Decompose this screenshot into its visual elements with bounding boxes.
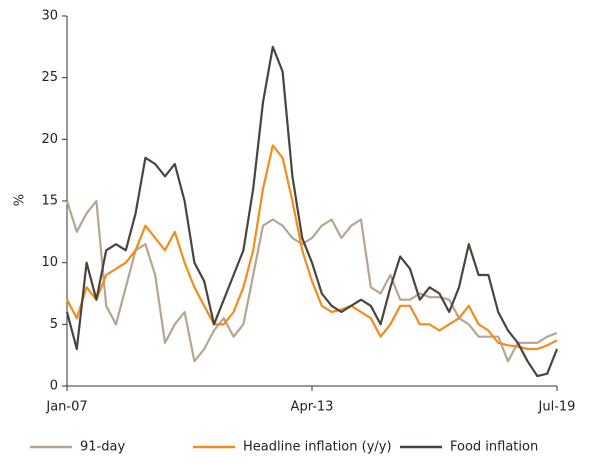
- y-tick-label: 25: [41, 70, 58, 85]
- y-tick-label: 10: [41, 255, 58, 270]
- legend-label: Food inflation: [450, 440, 538, 455]
- x-tick-label: Apr-13: [291, 400, 334, 415]
- line-series: [65, 45, 559, 378]
- y-tick-label: 20: [41, 132, 58, 147]
- y-tick-label: 0: [50, 379, 58, 394]
- line-series: [66, 144, 558, 351]
- x-tick-label: Jan-07: [45, 400, 87, 415]
- y-axis-label: %: [13, 194, 28, 206]
- y-tick-label: 30: [41, 9, 58, 24]
- line-series: [65, 199, 558, 363]
- y-tick-label: 15: [41, 194, 58, 209]
- y-tick-label: 5: [50, 317, 58, 332]
- legend-label: Headline inflation (y/y): [243, 440, 392, 455]
- legend-label: 91-day: [80, 440, 125, 455]
- x-tick-label: Jul-19: [538, 400, 576, 415]
